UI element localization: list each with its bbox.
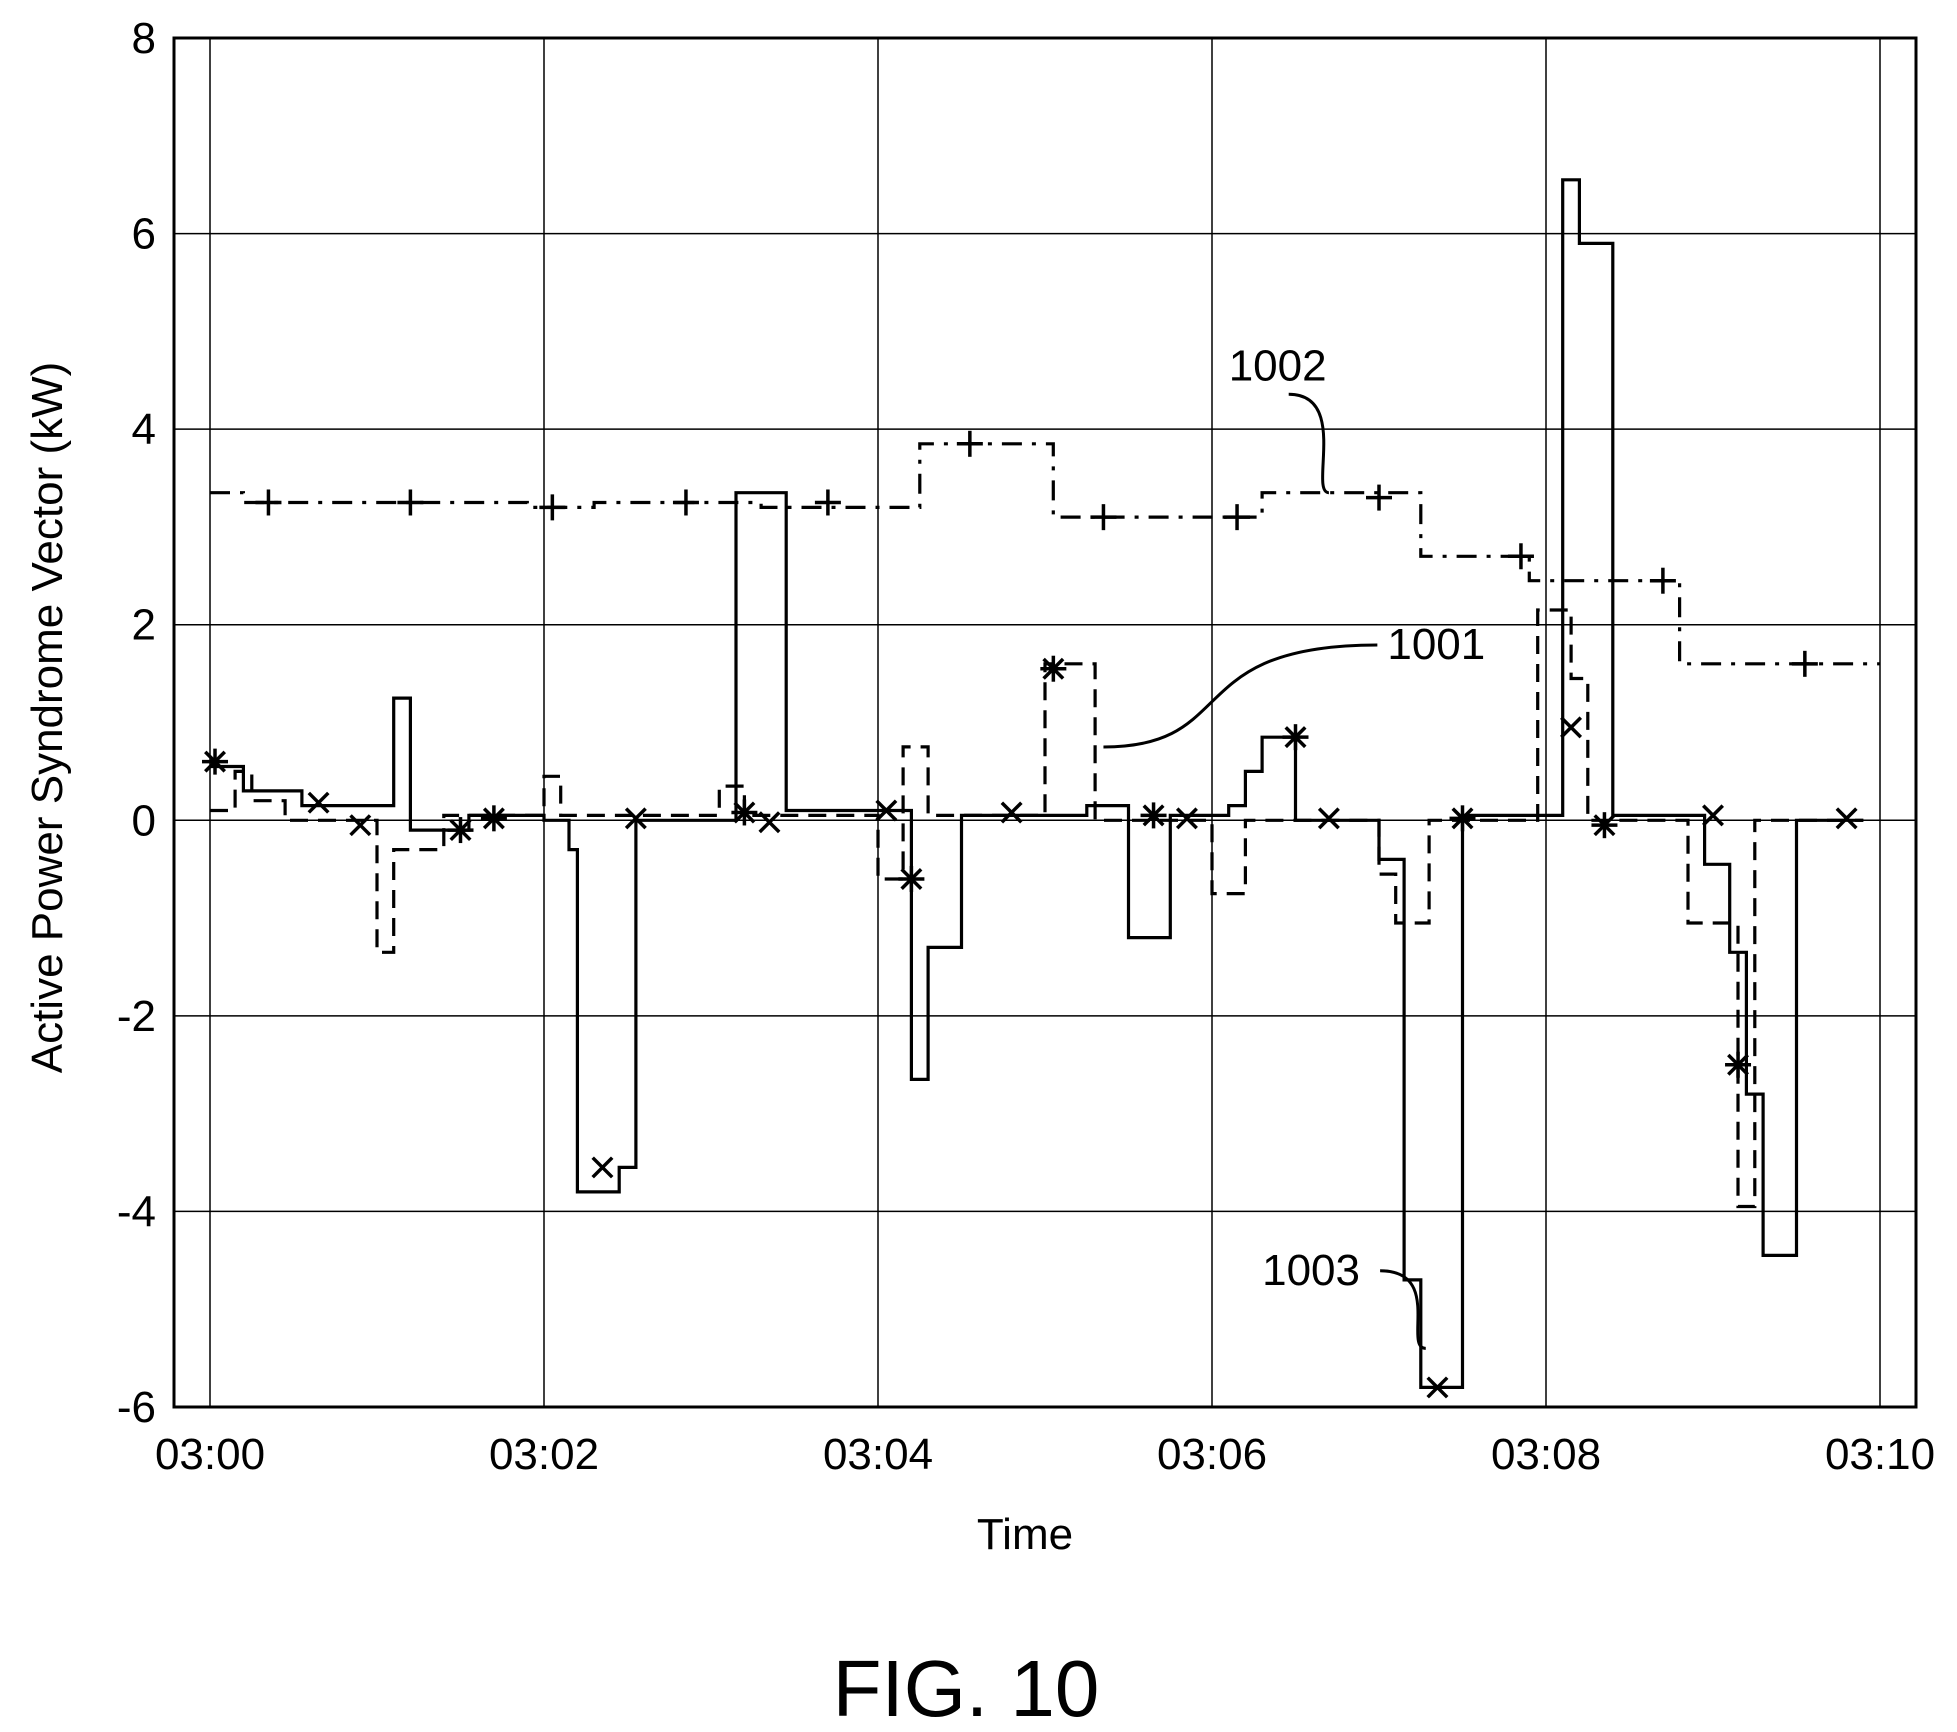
marker-plus <box>397 489 424 516</box>
series-layer <box>210 178 1880 1389</box>
marker-x <box>1835 807 1858 830</box>
y-axis-label: Active Power Syndrome Vector (kW) <box>23 362 72 1074</box>
marker-x <box>1426 1376 1449 1399</box>
marker-plus <box>1366 484 1392 511</box>
marker-layer <box>202 430 1858 1399</box>
x-tick-label: 03:08 <box>1491 1430 1601 1479</box>
marker-x <box>1317 807 1340 830</box>
y-tick-label: 0 <box>132 796 156 845</box>
y-tick-label: -4 <box>117 1187 156 1236</box>
marker-x <box>591 1156 614 1179</box>
figure-caption: FIG. 10 <box>833 1644 1100 1732</box>
marker-asterisk <box>1591 812 1618 839</box>
y-tick-label: 2 <box>132 601 156 650</box>
marker-plus <box>539 494 566 521</box>
marker-x <box>1175 807 1198 830</box>
y-tick-label: 4 <box>132 405 156 454</box>
marker-x <box>758 811 781 834</box>
marker-plus <box>1507 543 1534 570</box>
marker-asterisk <box>202 748 229 775</box>
series-line-1001 <box>210 608 1864 1209</box>
x-tick-labels: 03:00 03:02 03:04 03:06 03:08 03:10 <box>155 1430 1935 1479</box>
y-tick-label: -6 <box>117 1383 156 1432</box>
series-line-1003 <box>210 178 1864 1389</box>
annotation-leader <box>1288 392 1330 495</box>
marker-asterisk <box>1140 802 1167 829</box>
marker-plus <box>672 489 699 516</box>
marker-asterisk <box>731 799 758 826</box>
x-tick-label: 03:00 <box>155 1430 265 1479</box>
marker-asterisk <box>1449 805 1476 832</box>
y-tick-label: 8 <box>132 14 156 63</box>
annotation-leader <box>1380 1269 1427 1350</box>
marker-plus <box>1090 504 1117 531</box>
annotation-layer: 1002 1001 1003 <box>1103 341 1485 1350</box>
annotation-leader <box>1103 643 1378 749</box>
annotation-label: 1002 <box>1229 341 1327 390</box>
plot-frame <box>172 36 1918 1409</box>
marker-x <box>624 807 647 830</box>
marker-x <box>1560 716 1583 739</box>
marker-x <box>875 799 898 822</box>
marker-x <box>349 814 372 837</box>
annotation-label: 1001 <box>1387 620 1485 669</box>
annotation-label: 1003 <box>1262 1246 1360 1295</box>
y-tick-label: 6 <box>132 210 156 259</box>
y-tick-labels: -6 -4 -2 0 2 4 6 8 <box>117 14 156 1432</box>
x-tick-label: 03:06 <box>1157 1430 1267 1479</box>
series-line-1002 <box>210 442 1880 666</box>
marker-asterisk <box>447 817 474 844</box>
marker-x <box>1702 804 1724 827</box>
marker-x <box>1000 801 1023 824</box>
x-axis-label: Time <box>977 1510 1073 1559</box>
marker-plus <box>1649 567 1676 594</box>
marker-plus <box>956 430 983 457</box>
marker-plus <box>1224 504 1251 531</box>
marker-asterisk <box>1040 655 1067 682</box>
x-tick-label: 03:02 <box>489 1430 599 1479</box>
x-tick-label: 03:04 <box>823 1430 933 1479</box>
marker-asterisk <box>480 805 507 832</box>
marker-plus <box>1791 650 1818 677</box>
y-tick-label: -2 <box>117 992 156 1041</box>
x-tick-label: 03:10 <box>1825 1430 1935 1479</box>
marker-plus <box>814 489 841 516</box>
marker-asterisk <box>1282 724 1309 751</box>
marker-asterisk <box>898 865 925 892</box>
marker-plus <box>255 489 282 516</box>
marker-x <box>307 791 330 814</box>
marker-asterisk <box>1725 1051 1752 1078</box>
